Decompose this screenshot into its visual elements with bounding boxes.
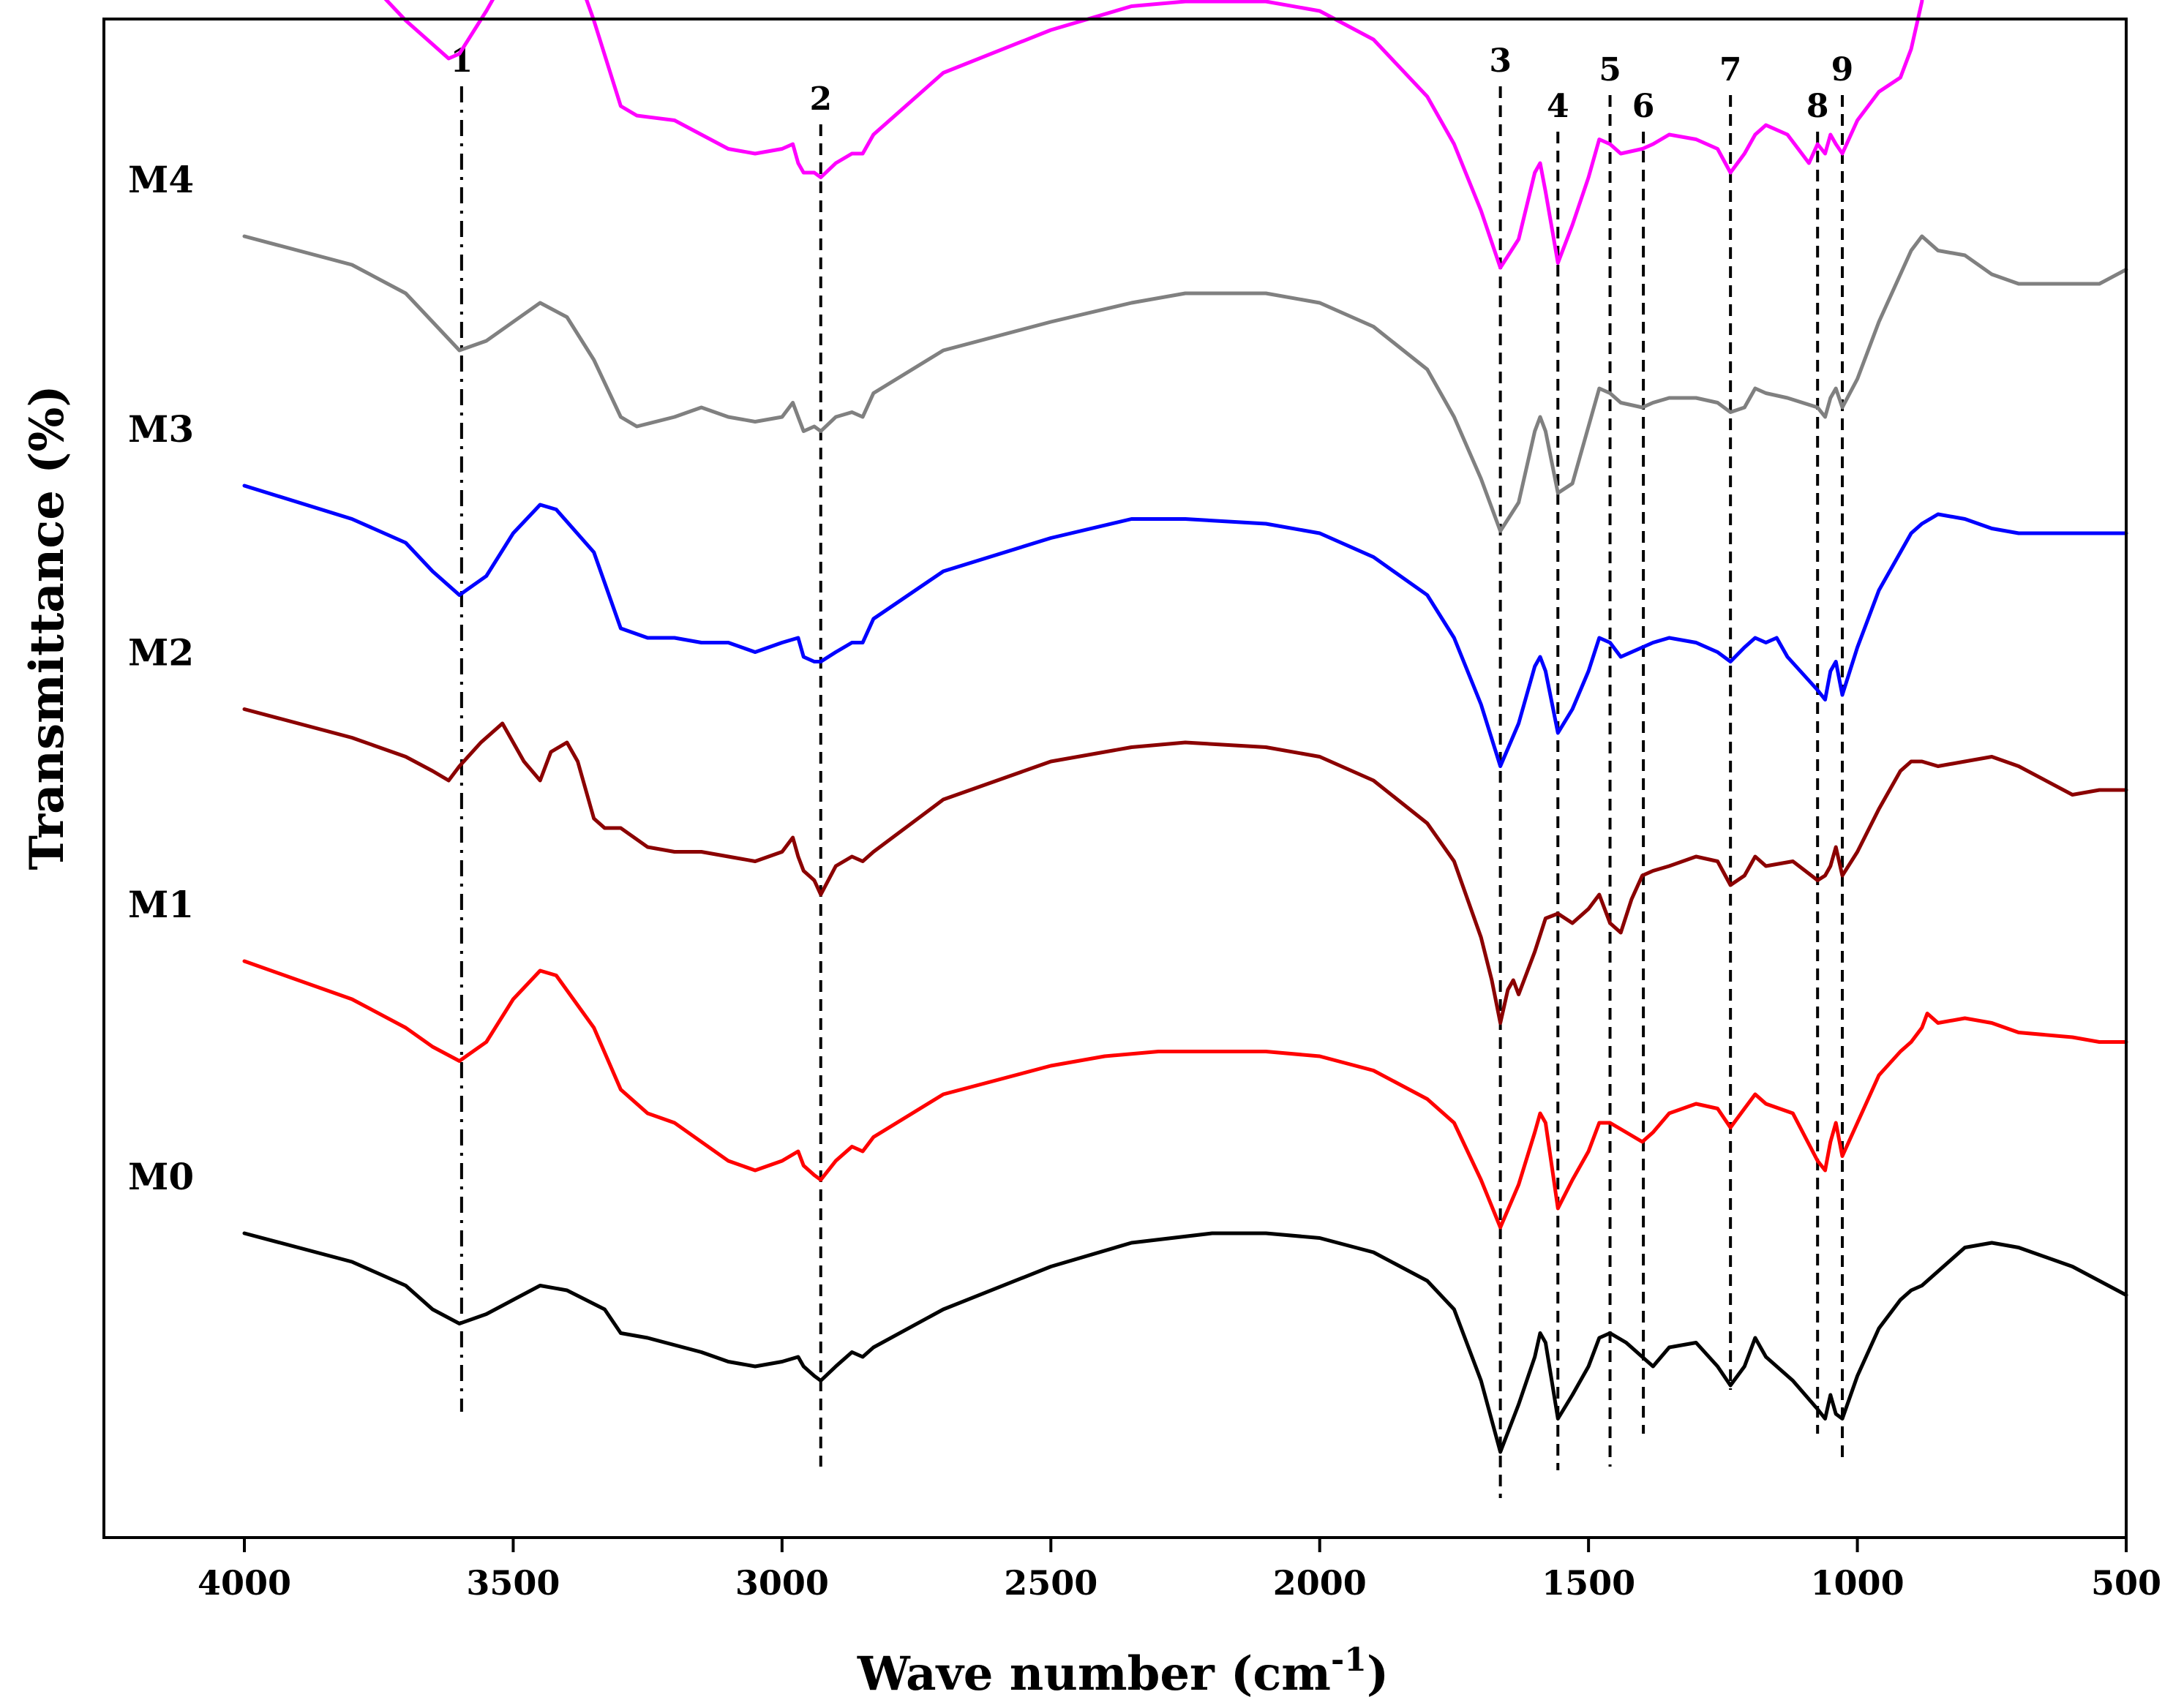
series-line-m5	[383, 0, 1924, 270]
x-tick-label-1500: 1500	[1542, 1563, 1635, 1603]
x-tick-label-3000: 3000	[735, 1563, 829, 1603]
x-tick-label-2500: 2500	[1004, 1563, 1097, 1603]
series-label-m3: M3	[128, 407, 194, 451]
series-label-m4: M4	[128, 158, 194, 201]
x-axis-ticks: 4000 3500 3000 2500 2000 1500 1000 500	[198, 1538, 2161, 1603]
series-line-m4	[242, 234, 2128, 533]
peak-marker-label-6: 6	[1632, 88, 1655, 125]
series-line-m1	[242, 959, 2128, 1230]
x-tick-label-3500: 3500	[466, 1563, 560, 1603]
series-line-m3	[242, 484, 2128, 768]
series-labels: M0M1M2M3M4M5	[128, 158, 194, 1198]
x-tick-label-2000: 2000	[1273, 1563, 1367, 1603]
series-line-m2	[242, 707, 2128, 1025]
series-label-m0: M0	[128, 1155, 194, 1198]
peak-marker-label-5: 5	[1599, 51, 1621, 89]
peak-marker-label-7: 7	[1719, 51, 1742, 89]
plot-frame	[102, 18, 2128, 1539]
x-tick-label-4000: 4000	[198, 1563, 291, 1603]
series-layer	[242, 0, 2128, 1454]
y-axis-title: Transmittance (%)	[20, 385, 75, 870]
series-line-m0	[242, 1231, 2128, 1454]
peak-marker-label-2: 2	[809, 80, 832, 118]
series-label-m2: M2	[128, 631, 194, 674]
peak-marker-label-4: 4	[1547, 88, 1569, 125]
peak-marker-label-8: 8	[1806, 88, 1829, 125]
x-axis-title: Wave number (cm-1)	[857, 1641, 1389, 1701]
peak-marker-label-9: 9	[1831, 51, 1854, 89]
x-tick-label-1000: 1000	[1811, 1563, 1905, 1603]
peak-marker-label-3: 3	[1489, 42, 1512, 80]
x-tick-label-500: 500	[2091, 1563, 2161, 1603]
series-label-m1: M1	[128, 883, 194, 926]
